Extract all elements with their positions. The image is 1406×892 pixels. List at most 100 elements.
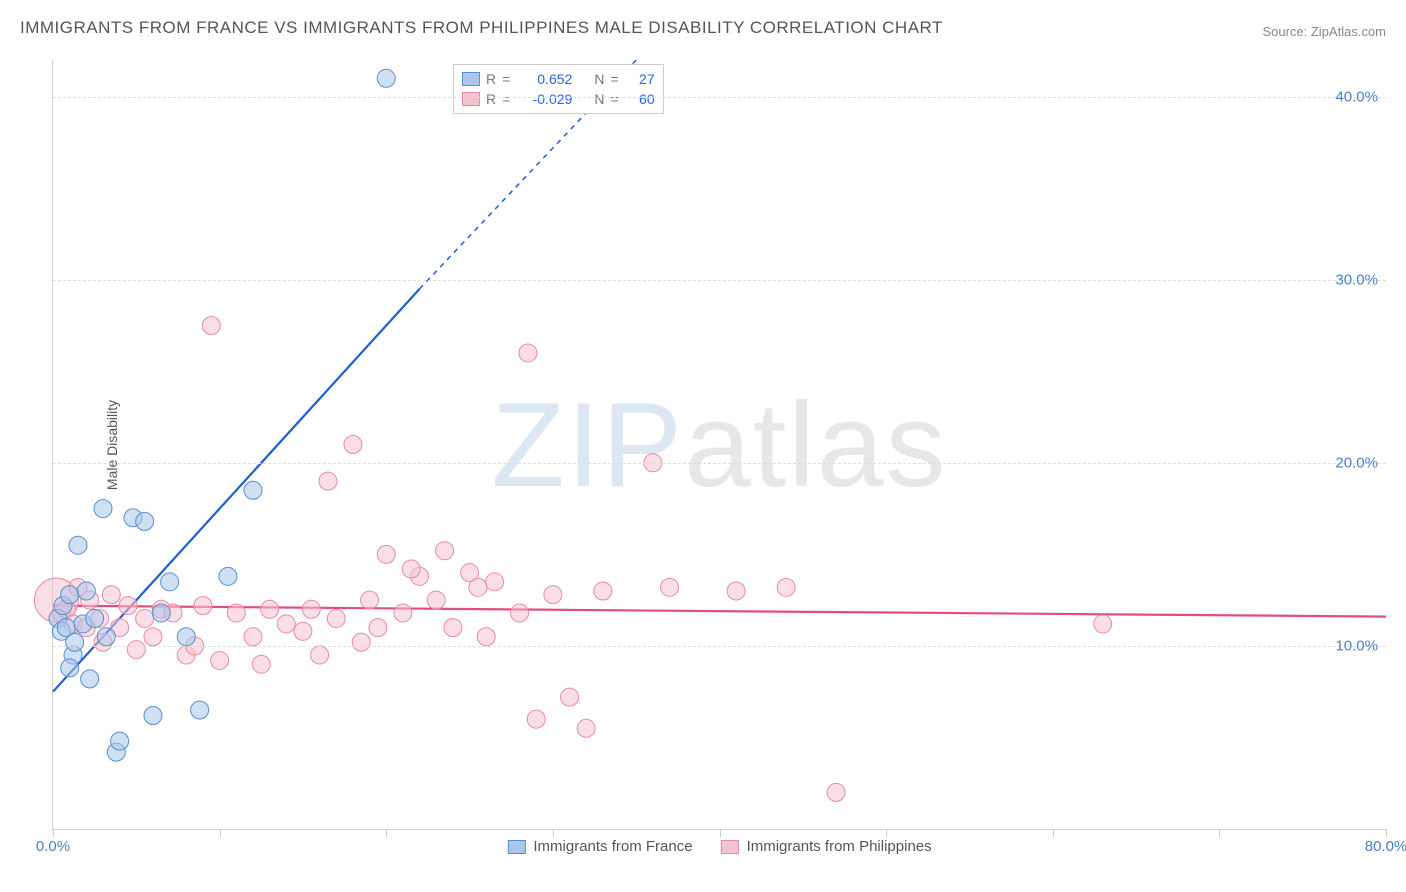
x-tick xyxy=(386,829,387,837)
point-philippines xyxy=(486,573,504,591)
point-france xyxy=(61,659,79,677)
point-philippines xyxy=(544,586,562,604)
eq-label-2: = xyxy=(610,69,618,89)
n-label-2: N xyxy=(594,89,604,109)
point-philippines xyxy=(211,652,229,670)
point-france xyxy=(69,536,87,554)
point-philippines xyxy=(577,719,595,737)
y-tick-label: 10.0% xyxy=(1335,637,1378,654)
point-france xyxy=(61,586,79,604)
legend-row-philippines: R = -0.029 N = 60 xyxy=(462,89,655,109)
point-philippines xyxy=(369,619,387,637)
point-philippines xyxy=(227,604,245,622)
r-label-2: R xyxy=(486,89,496,109)
point-france xyxy=(86,609,104,627)
y-tick-label: 20.0% xyxy=(1335,454,1378,471)
point-philippines xyxy=(194,597,212,615)
n-value-france: 27 xyxy=(625,69,655,89)
point-philippines xyxy=(277,615,295,633)
plot-area: Male Disability ZIPatlas R = 0.652 N = 2… xyxy=(52,60,1386,830)
eq-label-3: = xyxy=(502,89,510,109)
point-philippines xyxy=(469,578,487,596)
legend-item-france: Immigrants from France xyxy=(507,838,692,855)
point-philippines xyxy=(511,604,529,622)
point-philippines xyxy=(311,646,329,664)
y-tick-label: 30.0% xyxy=(1335,271,1378,288)
x-tick xyxy=(886,829,887,837)
legend-label-france: Immigrants from France xyxy=(533,838,692,855)
legend-series: Immigrants from France Immigrants from P… xyxy=(507,838,931,855)
point-philippines xyxy=(252,655,270,673)
point-philippines xyxy=(827,783,845,801)
x-tick xyxy=(53,829,54,837)
point-philippines xyxy=(261,600,279,618)
point-philippines xyxy=(477,628,495,646)
point-philippines xyxy=(119,597,137,615)
point-philippines xyxy=(1094,615,1112,633)
point-france xyxy=(377,69,395,87)
point-philippines xyxy=(302,600,320,618)
point-philippines xyxy=(444,619,462,637)
eq-label-4: = xyxy=(610,89,618,109)
point-france xyxy=(66,633,84,651)
n-label: N xyxy=(594,69,604,89)
point-france xyxy=(191,701,209,719)
point-philippines xyxy=(327,609,345,627)
trend-line-philippines xyxy=(53,606,1386,617)
point-philippines xyxy=(594,582,612,600)
legend-item-philippines: Immigrants from Philippines xyxy=(721,838,932,855)
point-france xyxy=(177,628,195,646)
point-france xyxy=(144,706,162,724)
eq-label: = xyxy=(502,69,510,89)
x-tick xyxy=(1219,829,1220,837)
point-philippines xyxy=(102,586,120,604)
chart-title: IMMIGRANTS FROM FRANCE VS IMMIGRANTS FRO… xyxy=(20,18,943,38)
x-tick xyxy=(1053,829,1054,837)
point-philippines xyxy=(319,472,337,490)
point-france xyxy=(81,670,99,688)
x-tick xyxy=(1386,829,1387,837)
r-value-france: 0.652 xyxy=(516,69,572,89)
point-france xyxy=(244,481,262,499)
chart-svg xyxy=(53,60,1386,829)
x-tick xyxy=(220,829,221,837)
point-france xyxy=(152,604,170,622)
point-philippines xyxy=(127,641,145,659)
point-france xyxy=(111,732,129,750)
gridline-h xyxy=(53,97,1386,98)
point-philippines xyxy=(136,609,154,627)
point-philippines xyxy=(519,344,537,362)
point-france xyxy=(219,567,237,585)
point-philippines xyxy=(777,578,795,596)
legend-row-france: R = 0.652 N = 27 xyxy=(462,69,655,89)
source-label: Source: ZipAtlas.com xyxy=(1262,24,1386,39)
r-label: R xyxy=(486,69,496,89)
point-philippines xyxy=(361,591,379,609)
swatch-philippines xyxy=(462,92,480,106)
gridline-h xyxy=(53,646,1386,647)
point-philippines xyxy=(527,710,545,728)
point-france xyxy=(136,512,154,530)
legend-correlation: R = 0.652 N = 27 R = -0.029 N = 60 xyxy=(453,64,664,114)
point-philippines xyxy=(561,688,579,706)
r-value-philippines: -0.029 xyxy=(516,89,572,109)
point-philippines xyxy=(352,633,370,651)
point-philippines xyxy=(344,436,362,454)
x-tick-label: 80.0% xyxy=(1365,838,1406,855)
point-philippines xyxy=(244,628,262,646)
point-philippines xyxy=(727,582,745,600)
point-philippines xyxy=(377,545,395,563)
point-france xyxy=(94,500,112,518)
point-philippines xyxy=(144,628,162,646)
point-philippines xyxy=(402,560,420,578)
legend-label-philippines: Immigrants from Philippines xyxy=(747,838,932,855)
swatch-philippines-bottom xyxy=(721,840,739,854)
point-philippines xyxy=(294,622,312,640)
point-philippines xyxy=(436,542,454,560)
point-france xyxy=(161,573,179,591)
gridline-h xyxy=(53,463,1386,464)
point-france xyxy=(97,628,115,646)
swatch-france-bottom xyxy=(507,840,525,854)
y-tick-label: 40.0% xyxy=(1335,88,1378,105)
swatch-france xyxy=(462,72,480,86)
